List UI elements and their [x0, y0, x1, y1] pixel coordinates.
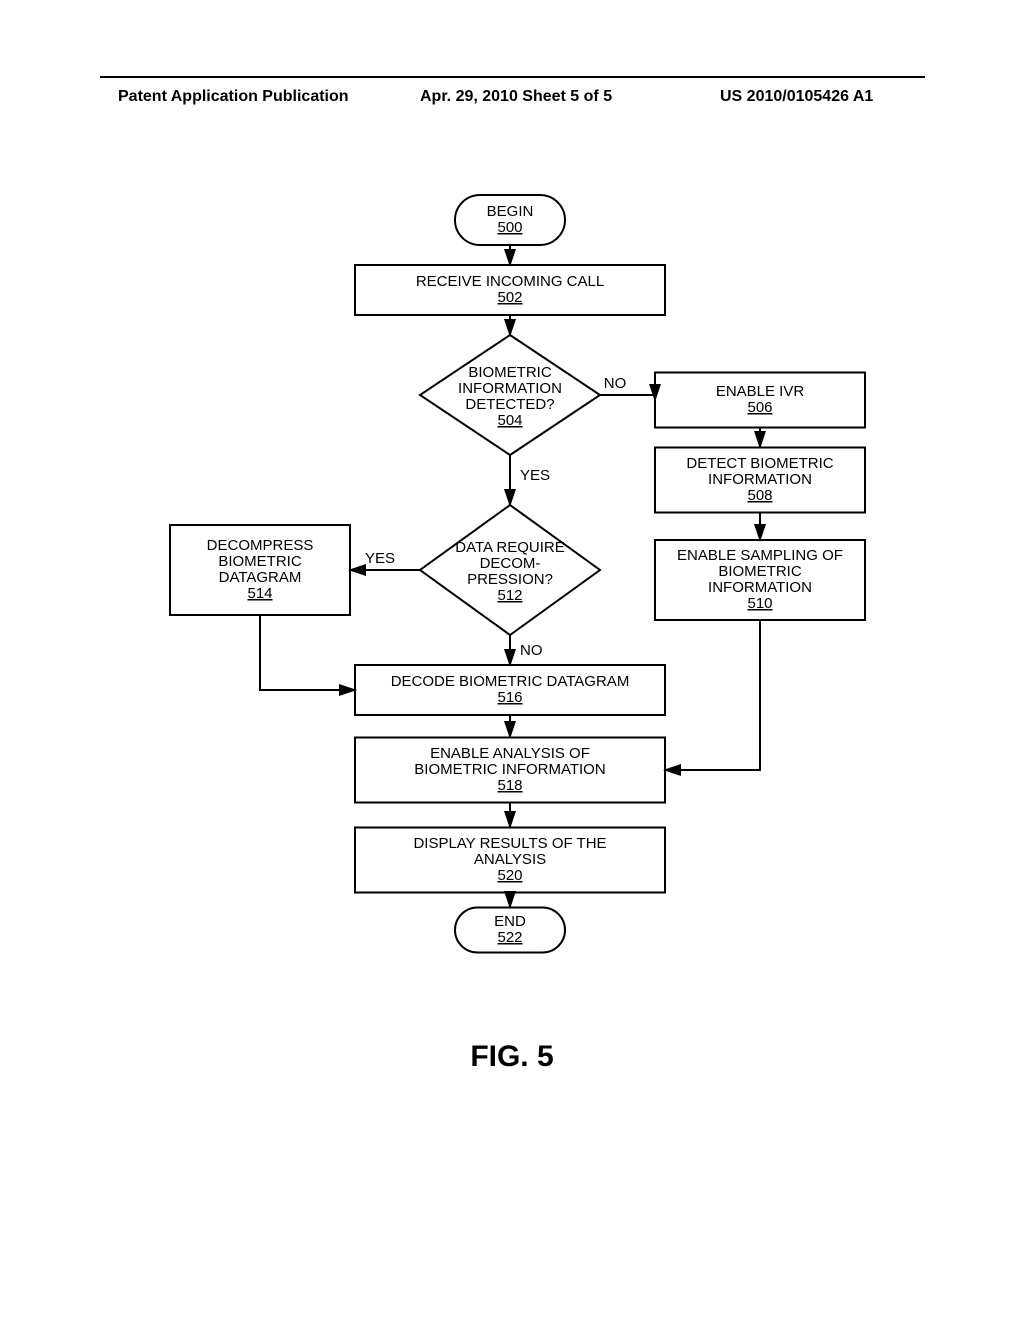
node-detq: BIOMETRICINFORMATIONDETECTED?504 [420, 335, 600, 455]
node-text: BIOMETRIC INFORMATION [414, 761, 605, 778]
node-text: DISPLAY RESULTS OF THE [413, 835, 606, 852]
node-ivr: ENABLE IVR506 [655, 373, 865, 428]
node-text: DETECT BIOMETRIC [686, 455, 833, 472]
node-ref: 522 [497, 929, 522, 946]
node-ref: 520 [497, 867, 522, 884]
node-text: ENABLE ANALYSIS OF [430, 745, 590, 762]
edge-label: YES [365, 550, 395, 567]
edge-9 [260, 615, 355, 690]
node-text: DECOMPRESS [207, 537, 314, 554]
node-sample: ENABLE SAMPLING OFBIOMETRICINFORMATION51… [655, 540, 865, 620]
header-rule [100, 76, 925, 78]
node-text: END [494, 913, 526, 930]
node-text: INFORMATION [708, 471, 812, 488]
node-text: BIOMETRIC [468, 364, 552, 381]
node-text: ANALYSIS [474, 851, 546, 868]
node-text: INFORMATION [458, 380, 562, 397]
node-ref: 510 [747, 595, 772, 612]
node-text: INFORMATION [708, 579, 812, 596]
node-text: ENABLE SAMPLING OF [677, 547, 843, 564]
node-ref: 506 [747, 399, 772, 416]
node-ref: 500 [497, 219, 522, 236]
node-text: DECODE BIOMETRIC DATAGRAM [391, 673, 630, 690]
edge-label: NO [604, 375, 627, 392]
node-decode: DECODE BIOMETRIC DATAGRAM516 [355, 665, 665, 715]
node-text: PRESSION? [467, 571, 553, 588]
edge-2 [600, 395, 655, 400]
node-text: BIOMETRIC [218, 553, 302, 570]
node-ref: 518 [497, 777, 522, 794]
node-analyze: ENABLE ANALYSIS OFBIOMETRIC INFORMATION5… [355, 738, 665, 803]
node-text: BEGIN [487, 203, 534, 220]
node-ref: 502 [497, 289, 522, 306]
node-text: DETECTED? [465, 396, 554, 413]
node-text: DATAGRAM [219, 569, 302, 586]
node-text: RECEIVE INCOMING CALL [416, 273, 604, 290]
header-mid: Apr. 29, 2010 Sheet 5 of 5 [420, 88, 612, 106]
node-text: DATA REQUIRE [455, 539, 564, 556]
node-ref: 514 [247, 585, 272, 602]
node-text: ENABLE IVR [716, 383, 805, 400]
node-end: END522 [455, 908, 565, 953]
node-decq: DATA REQUIREDECOM-PRESSION?512 [420, 505, 600, 635]
node-recv: RECEIVE INCOMING CALL502 [355, 265, 665, 315]
edge-label: YES [520, 467, 550, 484]
header-left: Patent Application Publication [118, 88, 349, 106]
node-begin: BEGIN500 [455, 195, 565, 245]
node-decomp: DECOMPRESSBIOMETRICDATAGRAM514 [170, 525, 350, 615]
node-ref: 516 [497, 689, 522, 706]
edge-6 [665, 620, 760, 770]
flowchart: BEGIN500 RECEIVE INCOMING CALL502 BIOMETRI… [120, 180, 900, 980]
node-detbio: DETECT BIOMETRICINFORMATION508 [655, 448, 865, 513]
node-text: DECOM- [480, 555, 541, 572]
node-ref: 512 [497, 587, 522, 604]
node-ref: 508 [747, 487, 772, 504]
header-right: US 2010/0105426 A1 [720, 88, 873, 106]
node-ref: 504 [497, 412, 522, 429]
edge-label: NO [520, 642, 543, 659]
node-text: BIOMETRIC [718, 563, 802, 580]
figure-label: FIG. 5 [0, 1040, 1024, 1074]
node-display: DISPLAY RESULTS OF THEANALYSIS520 [355, 828, 665, 893]
